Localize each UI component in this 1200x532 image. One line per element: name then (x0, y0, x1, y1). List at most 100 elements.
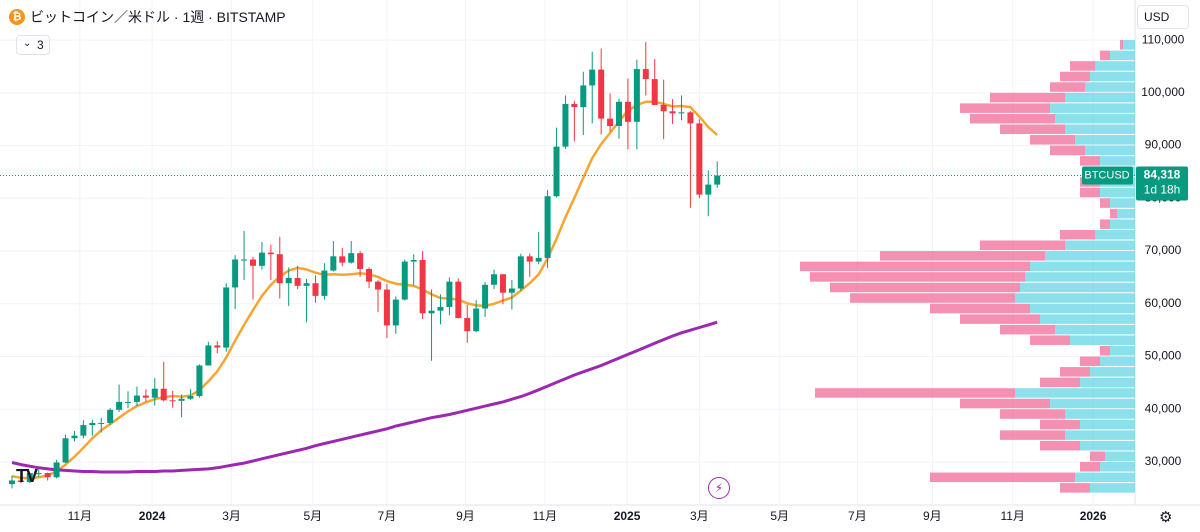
candle-body (562, 103, 569, 147)
vp-down-bar (930, 303, 1030, 314)
vp-up-bar (1100, 356, 1135, 367)
vp-up-bar (1055, 324, 1135, 335)
candle-body (464, 318, 471, 332)
candle-body (89, 422, 96, 426)
tradingview-logo[interactable]: TV (16, 466, 38, 486)
vp-down-bar (1030, 135, 1075, 145)
vp-down-bar (930, 472, 1075, 483)
candle-body (419, 260, 426, 314)
candle-body (589, 69, 596, 86)
indicator-count: 3 (37, 38, 44, 52)
vp-up-bar (1105, 451, 1135, 462)
candle-body (303, 283, 310, 286)
moving-average (11, 100, 719, 480)
indicator-toggle[interactable]: ⌄ 3 (16, 35, 50, 55)
vp-up-bar (1085, 145, 1135, 156)
currency-select[interactable]: USD (1137, 5, 1189, 29)
vp-down-bar (970, 113, 1055, 124)
event-icon[interactable]: ⚡ (708, 477, 730, 499)
candle-body (624, 101, 631, 122)
candle-body (633, 69, 640, 122)
y-tick-label: 90,000 (1145, 138, 1182, 152)
candle-body (178, 398, 185, 401)
vp-down-bar (815, 388, 1015, 398)
vp-up-bar (1025, 272, 1135, 282)
vp-down-bar (1070, 61, 1095, 71)
candle-body (669, 111, 676, 114)
candle-body (705, 184, 712, 195)
candle-body (205, 345, 212, 366)
x-tick-label: 2024 (139, 509, 166, 523)
vp-up-bar (1080, 440, 1135, 451)
vp-up-bar (1080, 377, 1135, 388)
candle-body (35, 473, 42, 475)
vp-up-bar (1095, 229, 1135, 240)
vp-up-bar (1110, 198, 1135, 208)
candle-body (508, 288, 515, 293)
candle-body (687, 112, 694, 124)
bitcoin-icon: ₿ (9, 9, 25, 25)
vp-down-bar (1080, 187, 1100, 198)
candle-body (437, 306, 444, 311)
chevron: ⌄ (23, 38, 32, 49)
vp-up-bar (1065, 409, 1135, 419)
candle-body (241, 259, 248, 261)
y-tick-label: 100,000 (1141, 85, 1185, 99)
candle-body (651, 79, 658, 105)
symbol-tag (1082, 166, 1133, 185)
vp-down-bar (1000, 124, 1065, 135)
candle-body (214, 345, 221, 348)
candle-body (598, 69, 605, 119)
vp-down-bar (1080, 462, 1100, 472)
candle-body (580, 85, 587, 108)
y-tick-label: 60,000 (1145, 296, 1182, 310)
vp-down-bar (1050, 82, 1085, 92)
candle-body (428, 310, 435, 314)
vp-up-bar (1065, 240, 1135, 251)
vp-down-bar (1100, 50, 1110, 61)
vp-up-bar (1090, 71, 1135, 82)
candle-body (517, 256, 524, 289)
vp-up-bar (1080, 419, 1135, 430)
candle-body (499, 274, 506, 293)
x-tick-label: 2025 (614, 509, 641, 523)
vp-down-bar (1080, 356, 1100, 367)
vp-down-bar (960, 314, 1040, 324)
vp-up-bar (1100, 156, 1135, 166)
vp-down-bar (1000, 430, 1065, 440)
symbol-title[interactable]: ビットコイン／米ドル · 1週 · BITSTAMP (30, 9, 286, 25)
settings-icon[interactable]: ⚙ (1159, 509, 1173, 526)
candle-body (446, 281, 453, 307)
vp-down-bar (1030, 335, 1070, 345)
candle-body (133, 395, 140, 402)
candle-body (151, 388, 158, 398)
candle-body (607, 118, 614, 127)
y-tick-label: 110,000 (1142, 32, 1185, 46)
vp-up-bar (1065, 124, 1135, 135)
candle-body (330, 256, 337, 271)
y-tick-label: 30,000 (1145, 454, 1182, 468)
vp-up-bar (1085, 82, 1135, 92)
x-tick-label: 11月 (68, 509, 92, 523)
vp-up-bar (1110, 345, 1135, 356)
vp-down-bar (1040, 377, 1080, 388)
candle-body (535, 257, 542, 262)
candle-body (80, 425, 87, 436)
candle-body (553, 146, 560, 197)
candle-body (285, 277, 292, 284)
vp-up-bar (1095, 61, 1135, 71)
candle-body (392, 299, 399, 326)
vp-up-bar (1110, 50, 1135, 61)
candle-body (374, 281, 381, 290)
vp-up-bar (1040, 314, 1135, 324)
y-tick-label: 40,000 (1145, 401, 1182, 415)
vp-down-bar (810, 272, 1025, 282)
candle-body (17, 480, 24, 483)
x-tick-label: 9月 (456, 509, 475, 523)
vp-up-bar (1100, 462, 1135, 472)
x-tick-label: 7月 (378, 509, 397, 523)
y-tick-label: 70,000 (1145, 243, 1182, 257)
vp-up-bar (1117, 208, 1135, 219)
candle-body (714, 175, 721, 185)
